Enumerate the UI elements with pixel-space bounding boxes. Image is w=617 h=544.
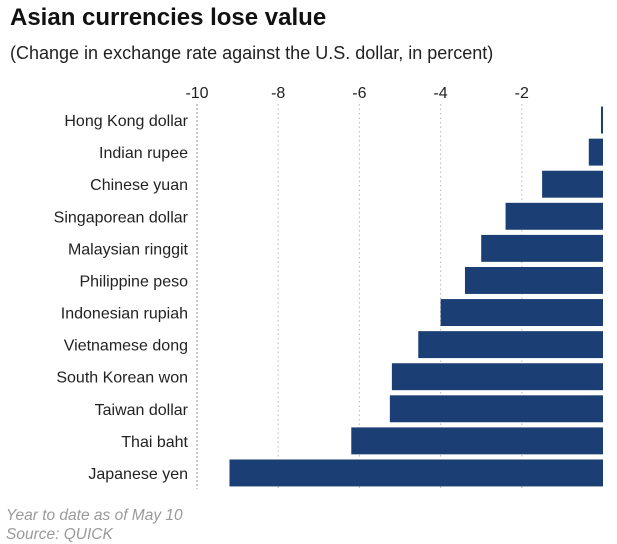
x-axis-tick-labels: -10 -8 -6 -4 -2	[185, 85, 529, 102]
bar-indian-rupee	[589, 139, 603, 166]
bar-chart: -10 -8 -6 -4 -2 Hong Kong dollar Indian rupee…	[0, 0, 617, 544]
bars	[229, 107, 603, 487]
x-tick-label: -4	[433, 85, 447, 102]
x-tick-label: -10	[185, 85, 208, 102]
footnote: Year to date as of May 10	[6, 507, 183, 525]
x-tick-label: -8	[271, 85, 285, 102]
bar-hong-kong-dollar	[601, 107, 603, 134]
category-label: Vietnamese dong	[64, 338, 188, 355]
category-label: South Korean won	[56, 370, 188, 387]
bar-vietnamese-dong	[418, 331, 603, 358]
bar-south-korean-won	[392, 363, 603, 390]
category-label: Taiwan dollar	[95, 402, 189, 419]
bar-japanese-yen	[229, 459, 603, 486]
category-label: Hong Kong dollar	[64, 113, 188, 130]
x-tick-label: -6	[352, 85, 366, 102]
bar-malaysian-ringgit	[481, 235, 603, 262]
bar-chinese-yuan	[542, 171, 603, 198]
bar-philippine-peso	[465, 267, 603, 294]
bar-singaporean-dollar	[506, 203, 603, 230]
category-label: Philippine peso	[79, 273, 188, 290]
category-label: Thai baht	[121, 434, 188, 451]
category-label: Indian rupee	[99, 145, 188, 162]
x-tick-label: -2	[515, 85, 529, 102]
category-label: Indonesian rupiah	[61, 306, 188, 323]
category-label: Chinese yuan	[90, 177, 188, 194]
category-label: Japanese yen	[88, 466, 188, 483]
bar-thai-baht	[351, 427, 603, 454]
category-label: Malaysian ringgit	[68, 241, 189, 258]
category-label: Singaporean dollar	[54, 209, 189, 226]
bar-taiwan-dollar	[390, 395, 603, 422]
source-note: Source: QUICK	[6, 526, 113, 544]
bar-indonesian-rupiah	[441, 299, 603, 326]
category-labels: Hong Kong dollar Indian rupee Chinese yuan…	[54, 113, 189, 483]
